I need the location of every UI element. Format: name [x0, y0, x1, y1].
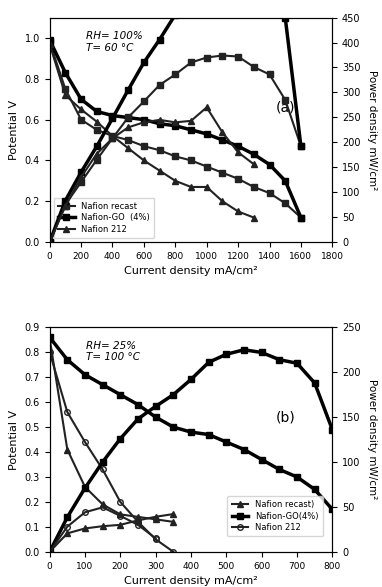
Nafion-GO(4%) — [242, 446, 246, 453]
Nafion 212 — [251, 214, 256, 221]
Nafion recast — [63, 86, 68, 93]
Nafion-GO(4%) — [224, 438, 228, 446]
Nafion-GO(4%) — [65, 356, 70, 363]
Nafion 212 — [189, 184, 193, 191]
Nafion-GO(4%) — [312, 486, 317, 493]
Nafion-GO  (4%) — [47, 36, 52, 43]
Nafion recast) — [136, 514, 140, 521]
Nafion-GO  (4%) — [189, 126, 193, 133]
Nafion 212 — [142, 157, 146, 164]
Nafion 212 — [47, 349, 52, 356]
Nafion-GO  (4%) — [204, 130, 209, 137]
Nafion recast — [173, 153, 178, 160]
Nafion-GO  (4%) — [79, 96, 83, 103]
Nafion-GO(4%) — [295, 474, 299, 481]
Nafion recast — [142, 143, 146, 150]
Nafion recast — [157, 147, 162, 154]
Nafion 212 — [220, 198, 225, 205]
Nafion-GO  (4%) — [236, 143, 240, 150]
Nafion-GO(4%) — [154, 414, 158, 421]
Nafion 212 — [110, 133, 115, 140]
Text: RH= 100%
T= 60 °C: RH= 100% T= 60 °C — [86, 31, 143, 53]
Nafion 212 — [154, 536, 158, 543]
Nafion-GO  (4%) — [220, 137, 225, 144]
Nafion-GO  (4%) — [173, 122, 178, 129]
Nafion recast — [79, 116, 83, 123]
X-axis label: Current density mA/cm²: Current density mA/cm² — [124, 576, 258, 586]
Nafion-GO(4%) — [100, 381, 105, 388]
Nafion recast) — [154, 516, 158, 523]
Nafion 212 — [63, 92, 68, 99]
Nafion-GO(4%) — [118, 391, 123, 398]
Nafion 212 — [79, 106, 83, 113]
Nafion-GO  (4%) — [94, 108, 99, 115]
Nafion-GO  (4%) — [299, 214, 303, 221]
Nafion 212 — [118, 498, 123, 505]
Nafion 212 — [65, 409, 70, 416]
Line: Nafion-GO  (4%): Nafion-GO (4%) — [47, 38, 304, 220]
Nafion-GO  (4%) — [63, 69, 68, 76]
Line: Nafion 212: Nafion 212 — [47, 349, 176, 555]
Line: Nafion-GO(4%): Nafion-GO(4%) — [47, 335, 335, 512]
Nafion-GO(4%) — [47, 334, 52, 341]
Nafion recast — [251, 184, 256, 191]
Nafion-GO(4%) — [136, 401, 140, 408]
Nafion recast) — [83, 484, 87, 491]
Nafion recast — [220, 169, 225, 176]
Nafion recast) — [47, 335, 52, 342]
Nafion 212 — [47, 41, 52, 48]
Text: (b): (b) — [276, 410, 296, 424]
Nafion 212 — [94, 118, 99, 125]
Nafion 212 — [157, 167, 162, 174]
Nafion recast) — [65, 446, 70, 453]
Nafion 212 — [173, 177, 178, 184]
Nafion-GO  (4%) — [251, 151, 256, 158]
Nafion recast) — [100, 501, 105, 508]
Nafion 212 — [171, 548, 176, 555]
Nafion 212 — [204, 184, 209, 191]
Nafion recast) — [118, 511, 123, 518]
Nafion recast — [204, 163, 209, 170]
Nafion recast — [47, 39, 52, 46]
Nafion-GO(4%) — [189, 429, 193, 436]
Nafion 212 — [83, 438, 87, 446]
Nafion recast — [283, 200, 288, 207]
Nafion-GO  (4%) — [126, 114, 131, 121]
Nafion recast — [236, 176, 240, 183]
Nafion 212 — [236, 208, 240, 215]
Y-axis label: Potential V: Potential V — [9, 410, 19, 470]
Nafion-GO(4%) — [171, 424, 176, 431]
Legend: Nafion recast, Nafion-GO  (4%), Nafion 212: Nafion recast, Nafion-GO (4%), Nafion 21… — [54, 198, 154, 238]
Nafion 212 — [126, 144, 131, 151]
Nafion-GO(4%) — [330, 506, 335, 513]
Nafion recast) — [171, 518, 176, 525]
Nafion-GO(4%) — [83, 371, 87, 378]
Nafion recast — [110, 133, 115, 140]
Nafion recast — [126, 137, 131, 144]
X-axis label: Current density mA/cm²: Current density mA/cm² — [124, 266, 258, 276]
Y-axis label: Power density mW/cm²: Power density mW/cm² — [367, 70, 377, 190]
Nafion-GO  (4%) — [267, 161, 272, 168]
Nafion-GO  (4%) — [142, 116, 146, 123]
Nafion recast — [299, 214, 303, 221]
Line: Nafion 212: Nafion 212 — [47, 41, 257, 220]
Nafion-GO  (4%) — [283, 177, 288, 184]
Nafion 212 — [100, 466, 105, 473]
Nafion-GO(4%) — [206, 431, 211, 438]
Nafion recast — [94, 126, 99, 133]
Legend: Nafion recast), Nafion-GO(4%), Nafion 212: Nafion recast), Nafion-GO(4%), Nafion 21… — [227, 496, 322, 537]
Nafion-GO(4%) — [259, 456, 264, 463]
Nafion-GO(4%) — [277, 466, 282, 473]
Line: Nafion recast): Nafion recast) — [47, 336, 176, 525]
Text: RH= 25%
T= 100 °C: RH= 25% T= 100 °C — [86, 341, 141, 362]
Nafion 212 — [136, 518, 140, 525]
Text: (a): (a) — [276, 101, 295, 115]
Nafion-GO  (4%) — [110, 112, 115, 119]
Line: Nafion recast: Nafion recast — [47, 39, 304, 220]
Nafion-GO  (4%) — [157, 120, 162, 127]
Nafion recast — [267, 190, 272, 197]
Y-axis label: Power density mW/cm²: Power density mW/cm² — [367, 379, 377, 500]
Nafion recast — [189, 157, 193, 164]
Y-axis label: Potential V: Potential V — [9, 100, 19, 160]
